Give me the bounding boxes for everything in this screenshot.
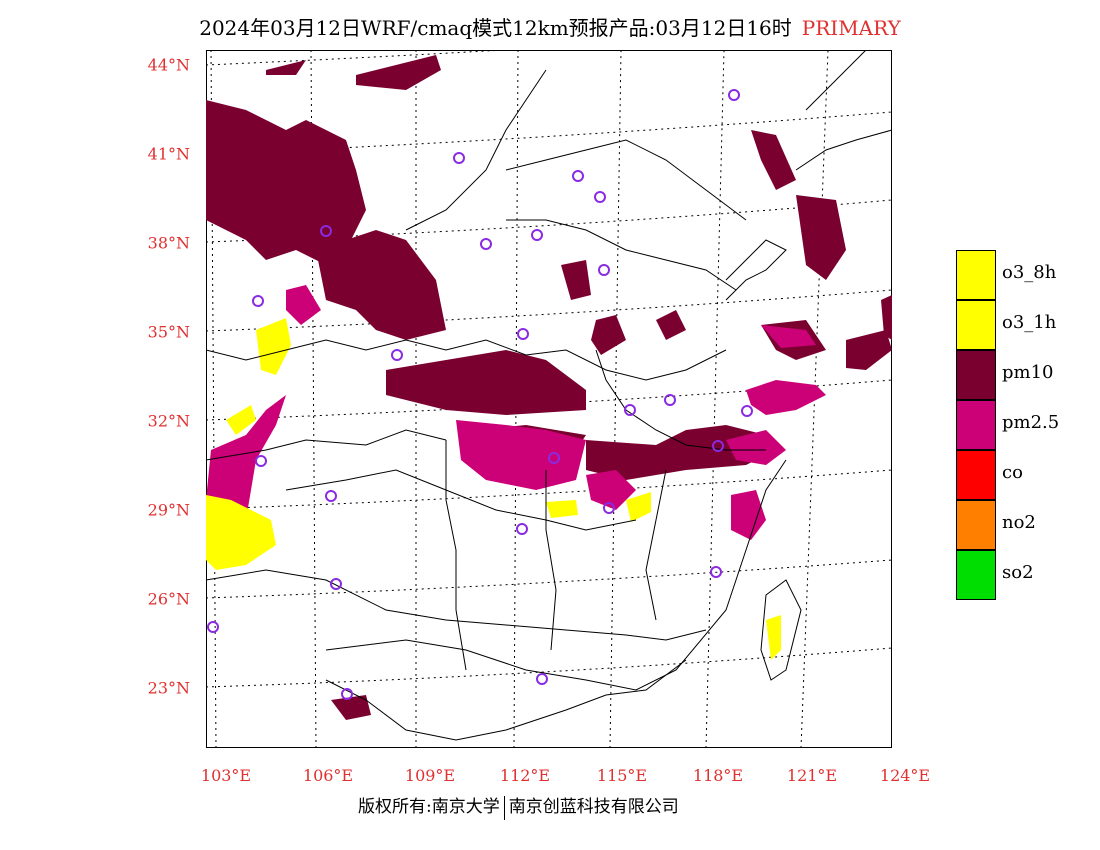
lon-label-124: 124°E xyxy=(879,766,931,785)
pm25-areas xyxy=(206,285,826,540)
lon-label-121: 121°E xyxy=(786,766,838,785)
lon-label-103: 103°E xyxy=(200,766,252,785)
lon-label-112: 112°E xyxy=(499,766,551,785)
legend-swatch xyxy=(956,450,996,500)
legend-swatch xyxy=(956,350,996,400)
lat-label-41: 41°N xyxy=(147,144,190,164)
lat-label-35: 35°N xyxy=(147,322,190,342)
lat-label-23: 23°N xyxy=(147,678,190,698)
lat-label-32: 32°N xyxy=(147,411,190,431)
o3-areas xyxy=(206,318,781,660)
lat-label-29: 29°N xyxy=(147,500,190,520)
map-svg xyxy=(205,24,893,749)
lat-label-44: 44°N xyxy=(147,55,190,75)
legend-label: so2 xyxy=(1002,562,1034,583)
pm10-areas xyxy=(206,55,892,720)
legend-swatch xyxy=(956,400,996,450)
copyright-right: 南京创蓝科技有限公司 xyxy=(508,797,679,817)
map-title: 2024年03月12日WRF/cmaq模式12km预报产品:03月12日16时 P… xyxy=(0,12,1100,41)
legend-swatch xyxy=(956,550,996,600)
legend-label: pm2.5 xyxy=(1002,412,1060,433)
legend-label: co xyxy=(1002,462,1023,483)
legend-label: no2 xyxy=(1002,512,1036,533)
lon-label-118: 118°E xyxy=(692,766,744,785)
legend-label: pm10 xyxy=(1002,362,1054,383)
station-markers xyxy=(207,89,753,700)
legend-swatch xyxy=(956,250,996,300)
province-boundaries xyxy=(205,49,893,741)
title-product: PRIMARY xyxy=(801,16,901,40)
map-panel[interactable] xyxy=(205,24,893,749)
lat-label-38: 38°N xyxy=(147,233,190,253)
title-main: 2024年03月12日WRF/cmaq模式12km预报产品:03月12日16时 xyxy=(199,16,792,40)
legend-label: o3_1h xyxy=(1002,312,1057,333)
lon-label-106: 106°E xyxy=(302,766,354,785)
legend-label: o3_8h xyxy=(1002,262,1057,283)
copyright-left: 版权所有:南京大学 xyxy=(358,797,500,817)
legend-swatch xyxy=(956,500,996,550)
lat-label-26: 26°N xyxy=(147,589,190,609)
lon-label-115: 115°E xyxy=(596,766,648,785)
footer-separator xyxy=(503,795,505,820)
copyright-footer: 版权所有:南京大学 南京创蓝科技有限公司 xyxy=(358,792,679,820)
lon-label-109: 109°E xyxy=(404,766,456,785)
legend-swatch xyxy=(956,300,996,350)
